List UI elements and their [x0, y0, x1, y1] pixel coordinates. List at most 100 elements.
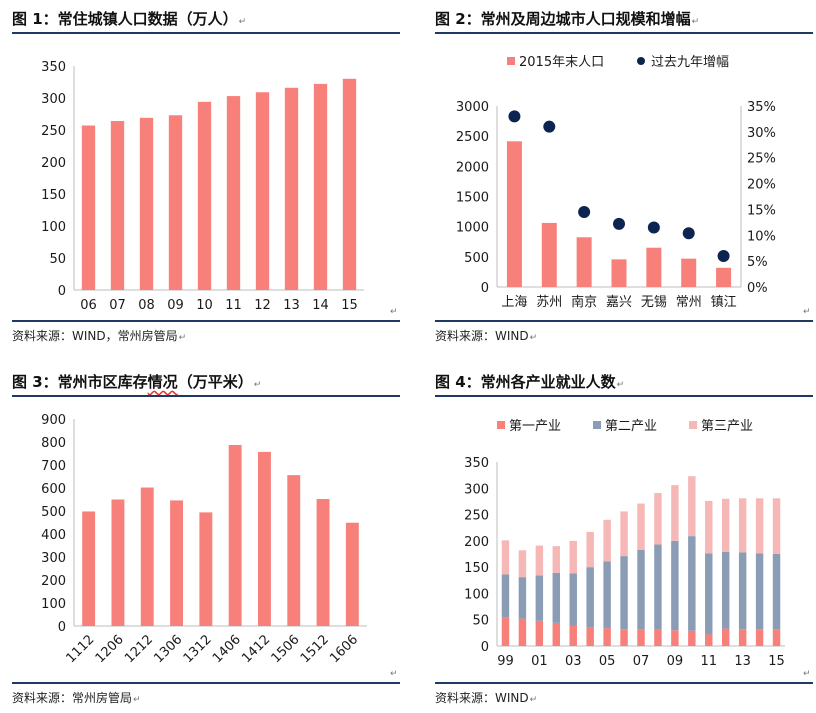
bar-02-2	[552, 572, 561, 623]
bar-09	[168, 115, 183, 290]
panel-city-population: 图 2：常州及周边城市人口规模和增幅↵ 2015年末人口 过去九年增幅 0 500 10…	[435, 8, 815, 348]
bar-07-2	[637, 549, 645, 630]
x-tick-label: 03	[565, 654, 582, 669]
bar-11-3	[705, 500, 713, 554]
legend-swatch-3	[689, 421, 697, 429]
bar-11-2	[705, 553, 713, 635]
x-tick-label: 05	[599, 654, 616, 669]
bar-07	[110, 121, 125, 290]
bar-99-3	[501, 540, 510, 575]
return-mark: ↵	[390, 307, 398, 317]
panel-title: 图 1：常住城镇人口数据（万人）↵	[12, 10, 247, 28]
source-rule	[435, 320, 813, 322]
dot-常州	[682, 227, 695, 240]
y-tick-label: 0	[58, 620, 66, 635]
bar-01-3	[535, 545, 544, 576]
bar-01-1	[535, 620, 544, 646]
y-tick-label: 700	[41, 459, 66, 474]
dot-南京	[578, 206, 591, 219]
bar-02-3	[552, 546, 561, 573]
bar-00-3	[518, 550, 527, 578]
y-tick-label: 0	[481, 281, 489, 296]
x-tick-label: 15	[341, 298, 358, 313]
dot-镇江	[717, 249, 730, 262]
bar-04-3	[586, 531, 594, 568]
bar-13	[284, 87, 299, 290]
y-tick-label: 500	[41, 505, 66, 520]
bar-12-2	[721, 551, 730, 629]
y-tick-label: 0	[58, 284, 66, 299]
x-tick-label: 无锡	[641, 295, 667, 310]
x-tick-label: 1112	[63, 632, 97, 666]
bar-1112	[82, 511, 96, 626]
bar-06-1	[620, 629, 628, 646]
source-note: 资料来源：常州房管局↵	[12, 691, 141, 705]
bar-09-3	[671, 485, 679, 541]
y-tick-label: 0	[481, 640, 489, 655]
x-tick-label: 苏州	[536, 294, 562, 310]
panel-housing-inventory: 图 3：常州市区库存情况（万平米）↵ 0 100 200 300 400 500 600 70…	[12, 371, 402, 711]
title-rule	[12, 32, 400, 34]
y-tick-label: 150	[464, 561, 489, 576]
y-tick-label: 0%	[747, 281, 768, 296]
legend-swatch-population	[507, 57, 515, 65]
x-tick-label: 12	[254, 298, 271, 313]
y-tick-label: 100	[41, 220, 66, 235]
bar-07-3	[637, 503, 645, 550]
x-tick-label: 13	[283, 298, 300, 313]
bar-1212	[140, 487, 154, 626]
panel-title: 图 3：常州市区库存情况（万平米）↵	[12, 373, 262, 391]
bar-05-1	[603, 628, 611, 646]
y-tick-label: 150	[41, 188, 66, 203]
bar-13-2	[738, 552, 747, 630]
bar-99-2	[501, 574, 510, 618]
y-tick-label: 5%	[747, 255, 768, 270]
y-tick-label: 500	[464, 251, 489, 266]
y-tick-label: 350	[41, 60, 66, 75]
y-tick-label: 900	[41, 413, 66, 428]
x-tick-label: 1512	[298, 632, 332, 666]
y-tick-label: 250	[464, 509, 489, 524]
title-rule	[12, 395, 400, 397]
panel-title: 图 2：常州及周边城市人口规模和增幅↵	[435, 10, 700, 28]
bar-13-1	[738, 629, 747, 646]
bar-10-3	[688, 476, 696, 537]
bar-12-1	[721, 628, 730, 646]
y-tick-label: 15%	[747, 203, 776, 218]
y-tick-label: 300	[464, 482, 489, 497]
bar-11	[226, 96, 241, 290]
bar-05-3	[603, 519, 611, 562]
bar-00-2	[518, 577, 527, 619]
title-rule	[435, 32, 813, 34]
legend-swatch-2	[593, 421, 601, 429]
bar-09-1	[671, 630, 679, 646]
x-tick-label: 11	[700, 654, 717, 669]
source-note: 资料来源：WIND，常州房管局↵	[12, 329, 187, 343]
bar-1412	[258, 451, 271, 626]
bar-03-3	[569, 540, 577, 574]
x-tick-label: 1312	[181, 632, 215, 666]
legend-swatch-growth	[637, 57, 645, 65]
title-rule	[435, 395, 813, 397]
bar-1512	[316, 499, 330, 626]
bar-06-2	[620, 556, 628, 630]
source-note: 资料来源：WIND↵	[435, 691, 538, 705]
y-tick-label: 20%	[747, 178, 776, 193]
bar-10-1	[688, 630, 696, 646]
x-tick-label: 06	[80, 298, 97, 313]
bar-07-1	[637, 629, 645, 646]
bar-15-3	[772, 498, 781, 554]
bar-04-2	[586, 567, 594, 628]
y-tick-label: 100	[41, 597, 66, 612]
source-rule	[12, 320, 400, 322]
x-tick-label: 1406	[210, 632, 244, 666]
bar-99-1	[501, 617, 510, 646]
bar-08-1	[654, 629, 662, 646]
bar-1406	[228, 444, 242, 626]
bar-嘉兴	[611, 259, 627, 287]
legend-label-3: 第三产业	[701, 419, 753, 434]
bar-02-1	[552, 622, 561, 646]
bar-00-1	[518, 618, 527, 646]
y-tick-label: 600	[41, 482, 66, 497]
